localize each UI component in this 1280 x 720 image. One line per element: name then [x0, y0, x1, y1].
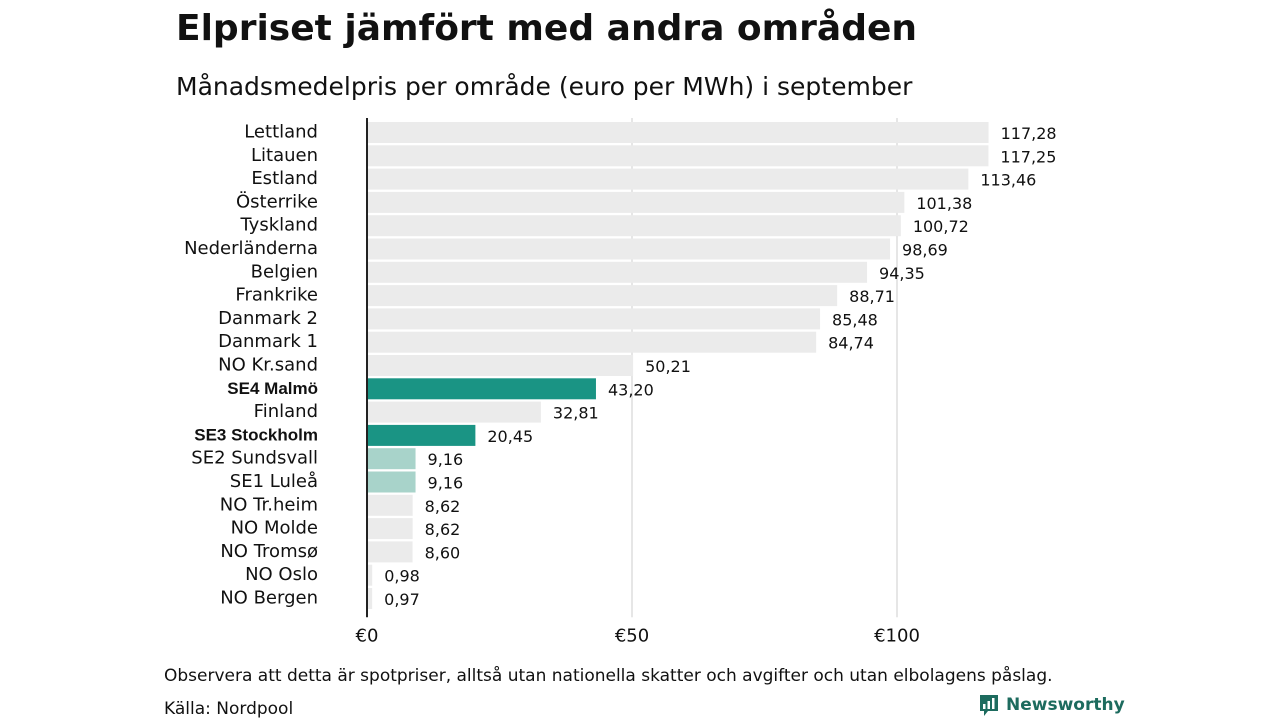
- value-label: 0,97: [384, 590, 420, 609]
- category-label: Estland: [251, 168, 318, 189]
- bar: [367, 238, 891, 260]
- category-label: Nederländerna: [184, 238, 318, 259]
- chart-title: Elpriset jämfört med andra områden: [176, 8, 918, 49]
- bar: [367, 355, 634, 376]
- bar: [367, 541, 413, 563]
- bar: [367, 261, 868, 283]
- category-label: NO Tromsø: [220, 541, 318, 562]
- value-label: 32,81: [553, 404, 599, 423]
- value-label: 88,71: [849, 287, 895, 306]
- bar: [367, 168, 969, 190]
- category-label: Danmark 2: [218, 308, 318, 329]
- x-tick-label: €50: [615, 625, 649, 646]
- category-label: Frankrike: [235, 285, 318, 306]
- bar-chart: Lettland 117,28 Litauen 117,25 Estland 113,46…: [184, 118, 1057, 646]
- category-label: SE3 Stockholm: [194, 425, 318, 444]
- category-label: SE4 Malmö: [227, 379, 318, 398]
- category-label: SE1 Luleå: [230, 471, 318, 492]
- bar: [367, 448, 416, 470]
- newsworthy-logo-icon: [980, 695, 998, 716]
- category-label: NO Molde: [231, 518, 318, 539]
- value-label: 117,25: [1000, 147, 1056, 166]
- value-label: 8,62: [425, 497, 461, 516]
- bar: [367, 401, 541, 423]
- x-tick-label: €100: [874, 625, 920, 646]
- value-label: 98,69: [902, 241, 948, 260]
- value-label: 9,16: [428, 474, 464, 493]
- bar: [367, 494, 413, 516]
- category-label: NO Kr.sand: [218, 355, 318, 376]
- value-label: 0,98: [384, 567, 420, 586]
- bar: [367, 424, 476, 446]
- value-label: 101,38: [916, 194, 972, 213]
- value-label: 20,45: [487, 427, 533, 446]
- category-label: SE2 Sundsvall: [191, 448, 318, 469]
- category-label: Belgien: [251, 261, 318, 282]
- category-label: NO Oslo: [245, 564, 318, 585]
- x-tick-label: €0: [356, 625, 379, 646]
- bar: [367, 518, 413, 540]
- bar: [367, 471, 416, 493]
- brand-name: Newsworthy: [1006, 695, 1125, 715]
- bar: [367, 588, 373, 609]
- value-label: 84,74: [828, 334, 874, 353]
- bar: [367, 308, 821, 330]
- value-label: 85,48: [832, 310, 878, 329]
- category-label: NO Tr.heim: [220, 494, 318, 515]
- value-label: 9,16: [428, 450, 464, 469]
- value-label: 50,21: [645, 357, 691, 376]
- category-label: Finland: [254, 401, 318, 422]
- bar: [367, 564, 373, 586]
- category-label: Lettland: [244, 122, 318, 143]
- value-label: 100,72: [913, 217, 969, 236]
- category-label: Danmark 1: [218, 331, 318, 352]
- bar: [367, 331, 817, 353]
- bar: [367, 285, 838, 307]
- bar: [367, 145, 989, 167]
- source-credit: Källa: Nordpool: [164, 699, 294, 719]
- bar: [367, 378, 596, 400]
- bar: [367, 122, 989, 143]
- category-label: Österrike: [236, 190, 318, 212]
- footnote: Observera att detta är spotpriser, allts…: [164, 666, 1053, 686]
- value-label: 117,28: [1001, 124, 1057, 143]
- value-label: 8,60: [425, 543, 461, 562]
- chart-subtitle: Månadsmedelpris per område (euro per MWh…: [176, 72, 913, 101]
- category-label: Tyskland: [239, 215, 318, 236]
- value-label: 8,62: [425, 520, 461, 539]
- value-label: 94,35: [879, 264, 925, 283]
- value-label: 113,46: [980, 171, 1036, 190]
- category-label: Litauen: [251, 145, 318, 166]
- brand: Newsworthy: [978, 693, 1125, 717]
- value-label: 43,20: [608, 380, 654, 399]
- bar: [367, 215, 901, 237]
- bar: [367, 191, 905, 213]
- category-label: NO Bergen: [220, 588, 318, 609]
